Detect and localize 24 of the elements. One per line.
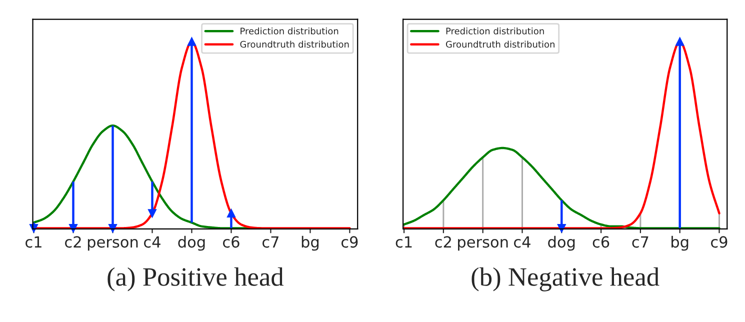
x-tick-label: dog bbox=[178, 236, 205, 251]
x-tick-label: c7 bbox=[632, 236, 648, 248]
x-tick-label: c9 bbox=[341, 236, 358, 248]
x-tick-label: c1 bbox=[26, 236, 42, 248]
x-tick-label: c7 bbox=[262, 236, 278, 248]
x-axis-title: (b) Negative head bbox=[472, 267, 660, 292]
x-tick-label: dog bbox=[548, 236, 575, 251]
x-tick-label: c4 bbox=[144, 236, 160, 248]
x-tick-label: c6 bbox=[592, 236, 610, 248]
x-tick-label: c9 bbox=[711, 236, 728, 248]
x-tick-label: person bbox=[458, 238, 508, 251]
x-tick-label: bg bbox=[672, 236, 688, 251]
legend-label: Prediction distribution bbox=[240, 27, 338, 34]
x-axis-title: (a) Positive head bbox=[108, 267, 284, 292]
x-tick-label: c4 bbox=[514, 236, 530, 248]
x-tick-label: c2 bbox=[435, 236, 451, 248]
x-tick-label: bg bbox=[302, 236, 319, 251]
x-tick-label: c6 bbox=[223, 236, 240, 248]
legend-label: Groundtruth distribution bbox=[446, 40, 554, 48]
x-tick-label: c2 bbox=[65, 236, 81, 248]
x-tick-label: person bbox=[88, 238, 138, 251]
x-tick-label: c1 bbox=[396, 236, 412, 248]
legend-label: Prediction distribution bbox=[446, 27, 544, 34]
legend-label: Groundtruth distribution bbox=[240, 40, 349, 48]
